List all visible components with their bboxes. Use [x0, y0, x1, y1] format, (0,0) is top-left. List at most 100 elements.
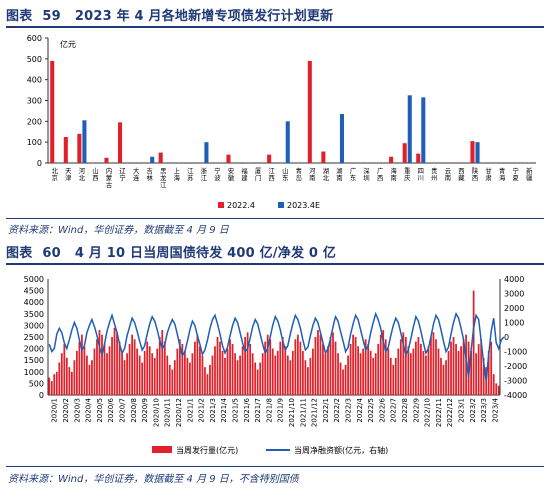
- x-tick-label: 2022/11: [435, 398, 443, 427]
- issuance-bar: [271, 348, 274, 395]
- issuance-bar: [462, 339, 465, 395]
- issuance-bar: [332, 332, 334, 395]
- issuance-bar: [329, 337, 332, 395]
- issuance-bar: [166, 355, 169, 395]
- category-label: 大连: [133, 166, 140, 182]
- y-right-tick-label: 3000: [504, 290, 524, 299]
- category-label: 黑龙江: [160, 167, 167, 189]
- issuance-bar: [63, 343, 66, 395]
- y-right-tick-label: -2000: [504, 362, 527, 371]
- issuance-bar: [81, 334, 83, 395]
- bar-2023.4E-湖南: [339, 114, 345, 163]
- category-label: 青岛: [296, 166, 302, 182]
- issuance-bar: [138, 355, 141, 395]
- issuance-bar: [480, 339, 483, 395]
- issuance-bar: [354, 337, 357, 395]
- x-tick-label: 2020/1: [51, 398, 59, 423]
- issuance-bar: [201, 355, 204, 395]
- x-tick-label: 2022/10: [424, 398, 432, 427]
- issuance-bar: [108, 346, 111, 395]
- issuance-bar: [136, 348, 139, 395]
- x-tick-label: 2023/3: [480, 398, 488, 423]
- x-tick-label: 2022/4: [356, 397, 364, 422]
- bar-2022.4-西藏: [456, 162, 461, 163]
- bar-2022.4-陕西: [470, 141, 475, 163]
- category-label: 上海: [174, 166, 181, 182]
- issuance-bar: [211, 355, 214, 395]
- category-label: 甘肃: [485, 166, 491, 182]
- issuance-bar: [118, 341, 121, 395]
- figure-60-bottom-rule: [6, 466, 544, 467]
- issuance-bar: [319, 334, 322, 395]
- issuance-bar: [470, 350, 473, 395]
- issuance-bar: [472, 290, 475, 395]
- issuance-bar: [116, 332, 118, 395]
- issuance-bar: [188, 362, 191, 395]
- issuance-bar: [495, 383, 498, 395]
- x-tick-label: 2023/4: [491, 397, 499, 422]
- figure-label: 图表: [6, 9, 33, 24]
- issuance-bar: [467, 341, 470, 395]
- issuance-bar: [244, 337, 247, 395]
- issuance-bar: [60, 353, 63, 395]
- issuance-bar: [387, 348, 390, 395]
- issuance-bar: [442, 364, 445, 395]
- y-left-tick-label: 4000: [24, 298, 44, 307]
- issuance-bar: [482, 357, 485, 395]
- issuance-bar: [98, 330, 101, 395]
- issuance-bar: [148, 346, 151, 395]
- x-tick-label: 2022/7: [390, 398, 398, 423]
- issuance-bar: [301, 350, 304, 395]
- issuance-bar: [186, 357, 189, 395]
- category-label: 广西: [377, 166, 383, 182]
- issuance-bar: [224, 357, 226, 395]
- issuance-bar: [70, 371, 73, 395]
- issuance-bar: [73, 360, 76, 395]
- issuance-bar: [492, 374, 495, 395]
- issuance-bar: [374, 353, 377, 395]
- category-label: 厦门: [255, 167, 262, 182]
- issuance-bar: [75, 350, 78, 395]
- issuance-bar: [143, 350, 146, 395]
- figure-label: 图表: [6, 246, 33, 261]
- issuance-bar: [455, 343, 457, 395]
- x-tick-label: 2022/12: [446, 398, 454, 427]
- issuance-bar: [151, 353, 154, 395]
- issuance-bar: [286, 355, 289, 395]
- issuance-bar: [359, 353, 362, 395]
- figure-59-top-rule: [6, 26, 544, 28]
- category-label: 辽宁: [119, 167, 126, 182]
- issuance-bar: [497, 385, 500, 395]
- issuance-bar: [367, 343, 370, 395]
- issuance-bar: [249, 343, 252, 395]
- category-label: 天津: [65, 167, 72, 182]
- issuance-bar: [146, 341, 149, 395]
- x-tick-label: 2020/10: [152, 398, 160, 427]
- issuance-bar: [206, 374, 209, 395]
- issuance-bar: [78, 341, 81, 395]
- category-label: 陕西: [472, 166, 479, 182]
- category-label: 云南: [445, 167, 451, 182]
- category-label: 四川: [418, 167, 424, 182]
- x-tick-label: 2021/3: [209, 398, 217, 423]
- issuance-bar: [291, 350, 294, 395]
- x-tick-label: 2020/8: [130, 398, 138, 423]
- y-left-tick-label: 1500: [24, 356, 44, 365]
- category-label: 吉林: [147, 167, 154, 182]
- issuance-bar: [239, 355, 241, 395]
- x-tick-label: 2022/9: [412, 398, 420, 423]
- x-tick-label: 2020/5: [96, 398, 104, 423]
- issuance-bar: [314, 337, 317, 395]
- issuance-bar: [342, 369, 344, 395]
- bar-2022.4-江西: [267, 154, 272, 163]
- category-label: 北京: [52, 167, 59, 182]
- x-tick-label: 2020/4: [85, 397, 93, 422]
- issuance-bar: [317, 330, 319, 395]
- category-label: 山西: [92, 166, 98, 182]
- issuance-bar: [279, 341, 282, 395]
- y-left-tick-label: 1000: [24, 368, 44, 377]
- y-tick-label: 0: [37, 159, 42, 168]
- bar-2022.4-四川: [416, 153, 421, 163]
- issuance-bar: [392, 364, 395, 395]
- category-label: 安徽: [228, 166, 235, 182]
